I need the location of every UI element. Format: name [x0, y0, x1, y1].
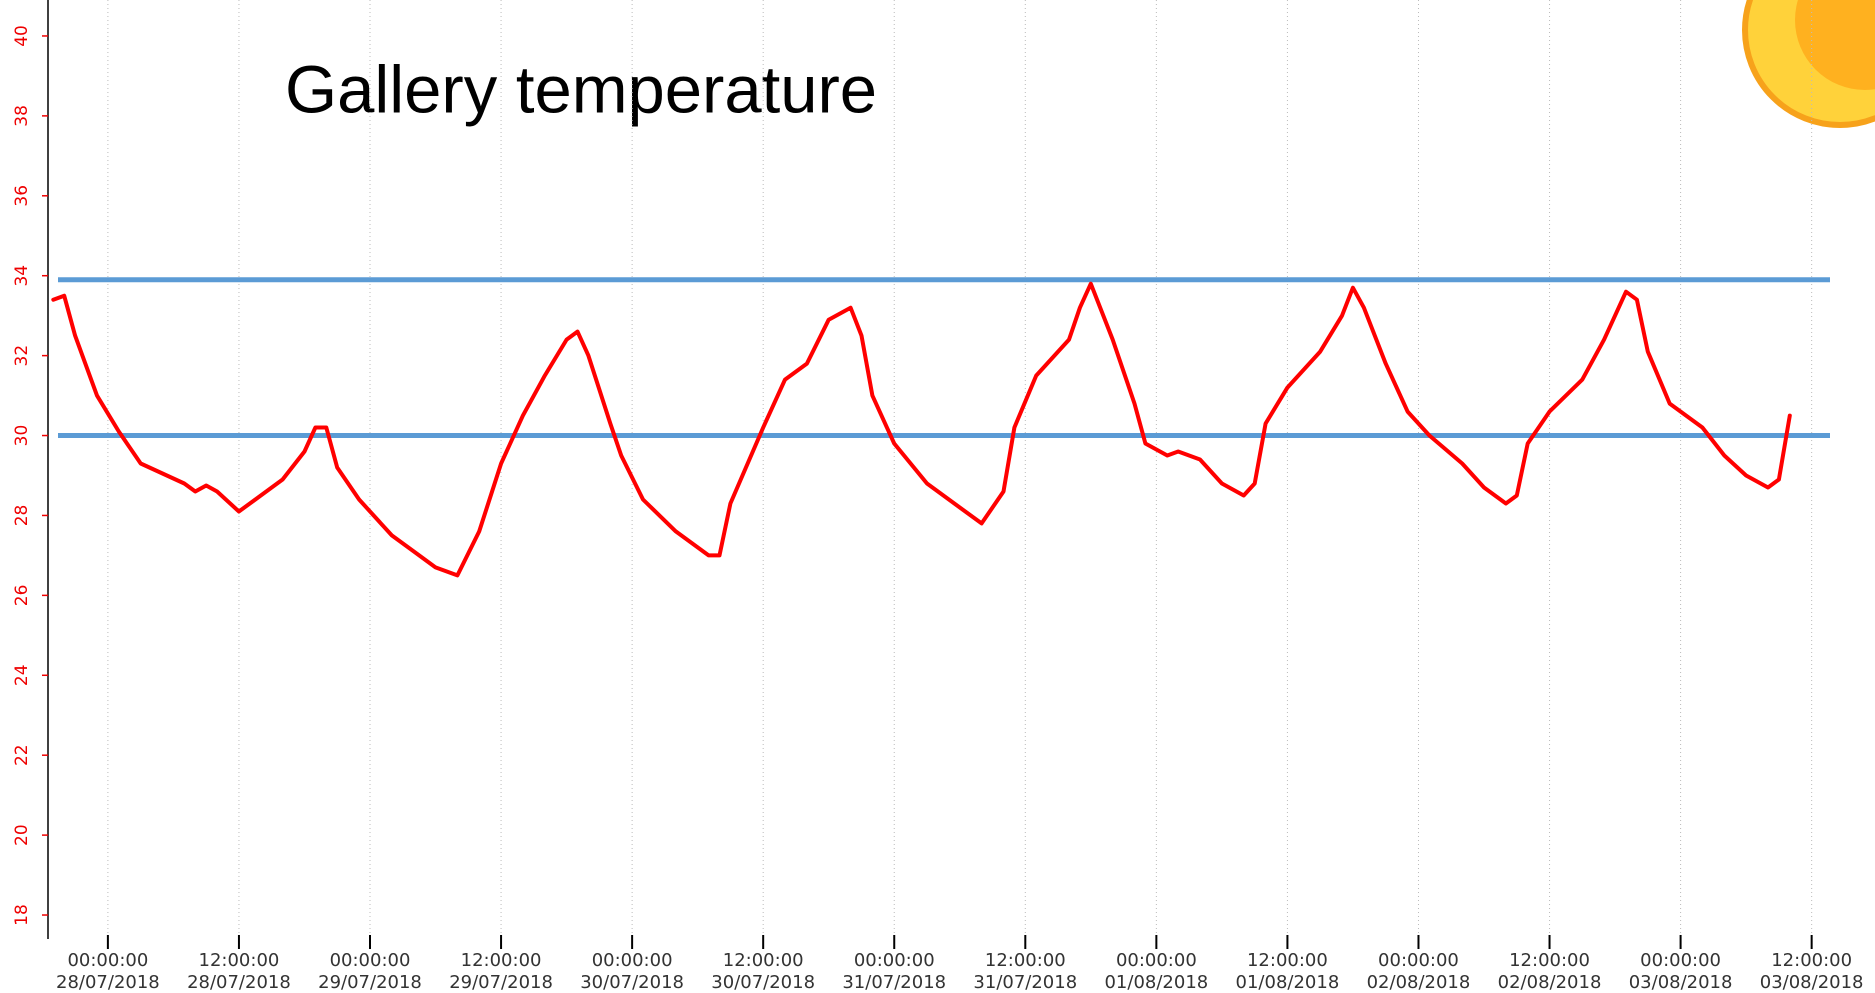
y-tick-label: 30 — [12, 425, 32, 447]
x-tick-label: 12:00:00 01/08/2018 — [1235, 950, 1340, 993]
y-tick-label: 40 — [12, 25, 32, 47]
x-tick-label: 00:00:00 29/07/2018 — [318, 950, 422, 993]
data-line — [51, 281, 1792, 578]
x-tick-label: 00:00:00 28/07/2018 — [56, 950, 160, 993]
y-tick-label: 32 — [12, 345, 32, 367]
y-tick-label: 34 — [12, 265, 32, 287]
sun-decoration — [1742, 0, 1875, 128]
y-tick-label: 36 — [12, 185, 32, 207]
x-tick-label: 12:00:00 30/07/2018 — [711, 950, 816, 993]
y-tick-label: 20 — [12, 824, 32, 846]
y-tick-label: 38 — [12, 105, 32, 127]
x-tick-label: 00:00:00 01/08/2018 — [1104, 950, 1209, 993]
mask — [1760, 130, 1875, 290]
x-tick-label: 00:00:00 30/07/2018 — [580, 950, 684, 993]
x-tick-label: 00:00:00 03/08/2018 — [1628, 950, 1733, 993]
x-tick-label: 12:00:00 03/08/2018 — [1759, 950, 1864, 993]
y-tick-label: 18 — [12, 904, 32, 926]
chart-title: Gallery temperature — [285, 53, 877, 128]
sun-core — [1795, 0, 1875, 90]
x-tick-label: 12:00:00 29/07/2018 — [449, 950, 553, 993]
x-tick-label: 12:00:00 02/08/2018 — [1497, 950, 1602, 993]
x-tick-label: 00:00:00 31/07/2018 — [842, 950, 947, 993]
x-tick-label: 12:00:00 28/07/2018 — [187, 950, 291, 993]
y-tick-label: 24 — [12, 664, 32, 686]
x-tick-label: 12:00:00 31/07/2018 — [973, 950, 1078, 993]
y-tick-label: 26 — [12, 585, 32, 607]
y-tick-label: 28 — [12, 505, 32, 527]
x-tick-label: 00:00:00 02/08/2018 — [1366, 950, 1471, 993]
y-tick-label: 22 — [12, 744, 32, 766]
